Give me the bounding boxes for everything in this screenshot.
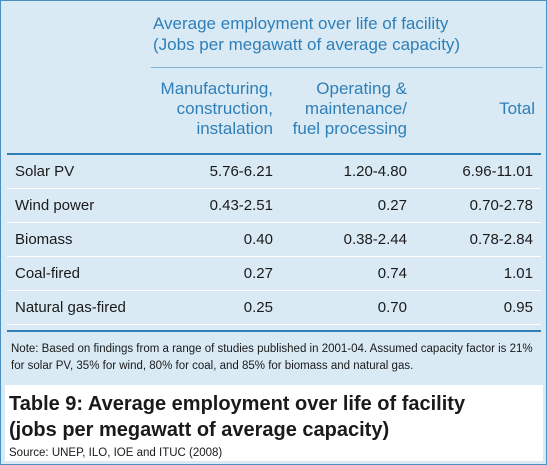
cell-total: 6.96-11.01 <box>462 163 533 180</box>
table-body: Solar PV 5.76-6.21 1.20-4.80 6.96-11.01 … <box>7 155 541 325</box>
column-header-total: Total <box>499 99 535 118</box>
column-header-operating: Operating & maintenance/ fuel processing <box>292 79 407 138</box>
source-line: Source: UNEP, ILO, IOE and ITUC (2008) <box>9 447 223 459</box>
group-header-divider <box>151 67 543 68</box>
caption-line1: Table 9: Average employment over life of… <box>9 393 466 415</box>
cell-manufacturing: 5.76-6.21 <box>209 163 273 180</box>
cell-operating: 0.27 <box>377 197 407 214</box>
row-label: Natural gas-fired <box>15 299 126 316</box>
table-note: Note: Based on findings from a range of … <box>11 343 533 372</box>
table-header-divider <box>7 153 541 155</box>
table-row: Natural gas-fired 0.25 0.70 0.95 <box>7 291 541 325</box>
group-header-line2: (Jobs per megawatt of average capacity) <box>153 35 461 54</box>
cell-total: 1.01 <box>503 265 533 282</box>
cell-manufacturing: 0.40 <box>243 231 273 248</box>
table-row: Wind power 0.43-2.51 0.27 0.70-2.78 <box>7 189 541 223</box>
cell-operating: 1.20-4.80 <box>343 163 407 180</box>
cell-manufacturing: 0.43-2.51 <box>209 197 273 214</box>
cell-manufacturing: 0.25 <box>243 299 273 316</box>
cell-total: 0.95 <box>503 299 533 316</box>
cell-total: 0.78-2.84 <box>469 231 533 248</box>
group-header-line1: Average employment over life of facility <box>153 14 449 33</box>
row-label: Coal-fired <box>15 265 81 282</box>
table-row: Solar PV 5.76-6.21 1.20-4.80 6.96-11.01 <box>7 155 541 189</box>
group-header: Average employment over life of facility… <box>153 13 543 55</box>
row-label: Solar PV <box>15 163 75 180</box>
cell-operating: 0.70 <box>377 299 407 316</box>
table-row: Coal-fired 0.27 0.74 1.01 <box>7 257 541 291</box>
row-label: Biomass <box>15 231 73 248</box>
table-row: Biomass 0.40 0.38-2.44 0.78-2.84 <box>7 223 541 257</box>
caption-line2: (jobs per megawatt of average capacity) <box>9 419 390 441</box>
cell-manufacturing: 0.27 <box>243 265 273 282</box>
table-footer-divider <box>7 330 541 332</box>
table-caption: Table 9: Average employment over life of… <box>9 391 539 443</box>
column-header-manufacturing: Manufacturing, construction, instalation <box>160 79 273 138</box>
row-label: Wind power <box>15 197 95 214</box>
cell-operating: 0.38-2.44 <box>343 231 407 248</box>
cell-total: 0.70-2.78 <box>469 197 533 214</box>
cell-operating: 0.74 <box>377 265 407 282</box>
caption-box: Table 9: Average employment over life of… <box>5 385 543 461</box>
